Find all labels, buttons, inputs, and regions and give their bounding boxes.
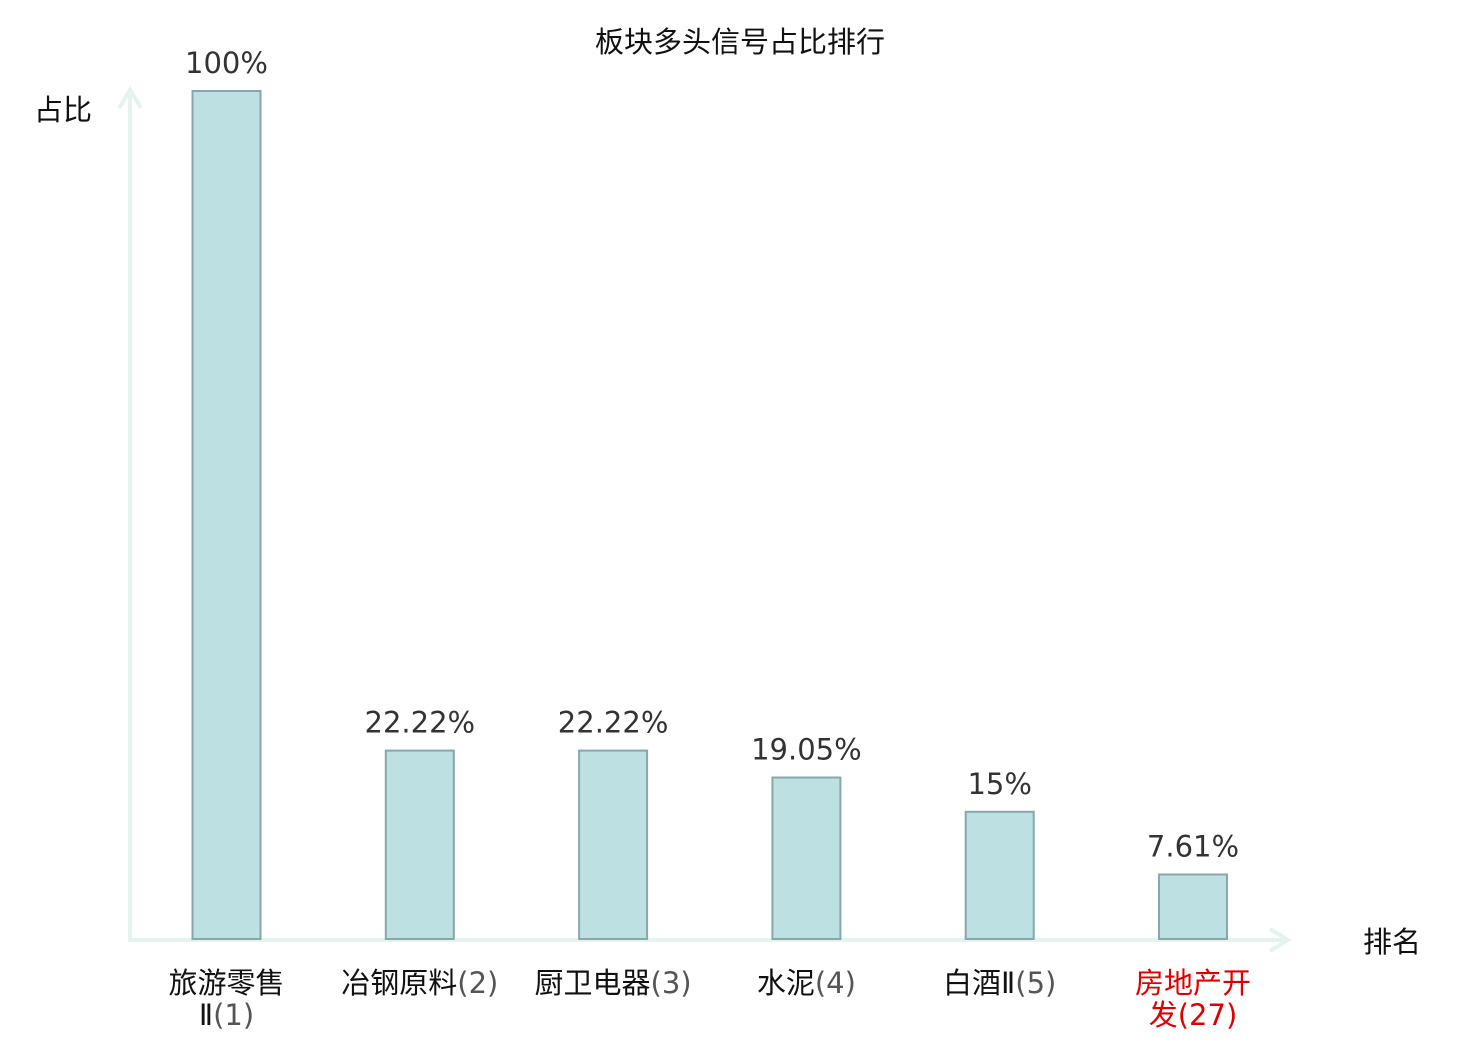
- category-name-cont: Ⅱ: [199, 998, 213, 1032]
- category-name: 房地产开: [1135, 966, 1251, 1000]
- bar-5: [964, 810, 1035, 940]
- category-label-2: 冶钢原料(2): [341, 966, 498, 1000]
- value-label-6: 7.61%: [1147, 830, 1239, 864]
- bar-1: [191, 90, 262, 940]
- value-label-1: 100%: [185, 46, 268, 80]
- category-rank: (2): [457, 966, 498, 1000]
- x-axis-label: 排名: [1363, 925, 1421, 959]
- category-name-cont: 发: [1149, 998, 1178, 1032]
- category-label-3: 厨卫电器(3): [535, 966, 692, 1000]
- y-axis-label: 占比: [34, 93, 92, 127]
- category-label-4: 水泥(4): [757, 966, 856, 1000]
- category-rank: (5): [1015, 966, 1056, 1000]
- bars-group: [191, 90, 1228, 940]
- category-label-5: 白酒Ⅱ(5): [943, 966, 1056, 1000]
- category-rank: (27): [1178, 998, 1238, 1032]
- bar-6: [1158, 873, 1228, 940]
- category-label-6: 房地产开发(27): [1135, 966, 1251, 1032]
- category-name: 白酒Ⅱ: [943, 966, 1015, 1000]
- y-axis-arrow: [117, 86, 143, 110]
- value-label-5: 15%: [967, 767, 1031, 801]
- x-axis-arrow: [1268, 927, 1292, 953]
- category-name: 冶钢原料: [341, 966, 457, 1000]
- category-rank: (1): [213, 998, 254, 1032]
- bar-2: [384, 749, 455, 940]
- chart-title: 板块多头信号占比排行: [595, 25, 885, 59]
- bar-4: [771, 776, 842, 940]
- bar-3: [578, 749, 649, 940]
- category-name: 厨卫电器: [535, 966, 651, 1000]
- value-labels-group: 100% 22.22% 22.22% 19.05% 15% 7.61%: [185, 46, 1239, 864]
- category-rank: (4): [815, 966, 856, 1000]
- category-name: 旅游零售: [168, 966, 284, 1000]
- category-rank: (3): [651, 966, 692, 1000]
- category-name: 水泥: [757, 966, 815, 1000]
- category-labels-group: 旅游零售 Ⅱ(1)冶钢原料(2) 厨卫电器(3) 水泥(4) 白酒Ⅱ(5) 房地产开发(2…: [168, 966, 1251, 1032]
- value-label-2: 22.22%: [365, 706, 476, 740]
- value-label-3: 22.22%: [558, 706, 669, 740]
- category-label-1: 旅游零售 Ⅱ(1): [168, 966, 284, 1032]
- value-label-4: 19.05%: [751, 733, 862, 767]
